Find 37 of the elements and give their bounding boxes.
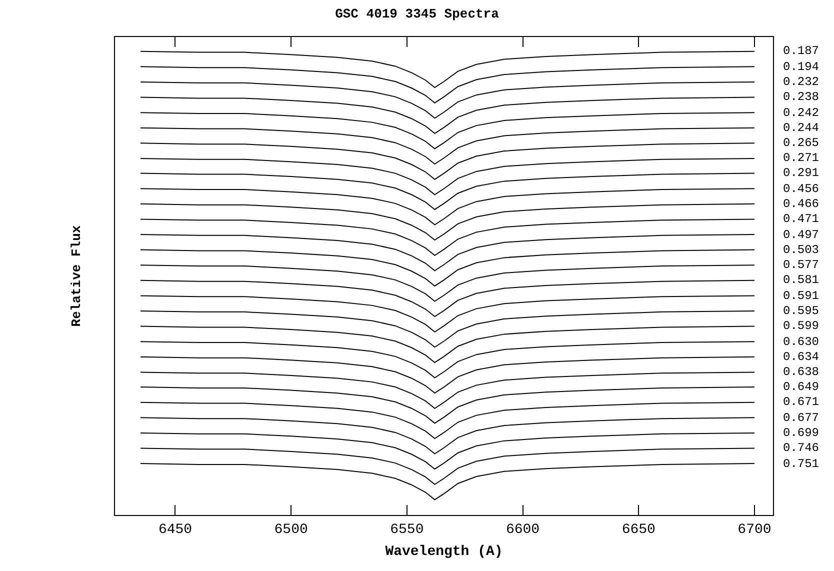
text: 0.291 [783,166,820,180]
text: 0.671 [783,395,820,409]
text: 0.649 [783,380,820,394]
text: 0.630 [783,335,820,349]
text: 0.456 [783,182,820,196]
x-tick-label: 6650 [622,522,656,538]
y-axis-title: Relative Flux [68,225,84,327]
text: 0.677 [783,411,820,425]
x-tick-label: 6500 [274,522,308,538]
text: 0.751 [783,457,820,471]
x-tick-label: 6600 [506,522,540,538]
text: 0.591 [783,289,820,303]
text: 0.242 [783,106,820,120]
text: 0.634 [783,350,820,364]
text: 0.265 [783,136,820,150]
text: 0.577 [783,258,820,272]
text: 0.271 [783,151,820,165]
x-tick-label: 6450 [158,522,192,538]
text: 0.187 [783,44,820,58]
text: 0.244 [783,121,820,135]
x-axis-title: Wavelength (A) [385,544,503,560]
text: 0.466 [783,197,820,211]
text: 0.638 [783,365,820,379]
text: 0.503 [783,243,820,257]
text: 0.595 [783,304,820,318]
text: 0.238 [783,90,820,104]
chart-title: GSC 4019 3345 Spectra [335,6,500,22]
x-tick-label: 6550 [390,522,424,538]
text: 0.232 [783,75,820,89]
text: 0.599 [783,319,820,333]
text: 0.746 [783,441,820,455]
text: 0.581 [783,273,820,287]
text: 0.699 [783,426,820,440]
text: 0.497 [783,228,820,242]
text: 0.471 [783,212,820,226]
x-tick-label: 6700 [738,522,772,538]
text: 0.194 [783,60,820,74]
